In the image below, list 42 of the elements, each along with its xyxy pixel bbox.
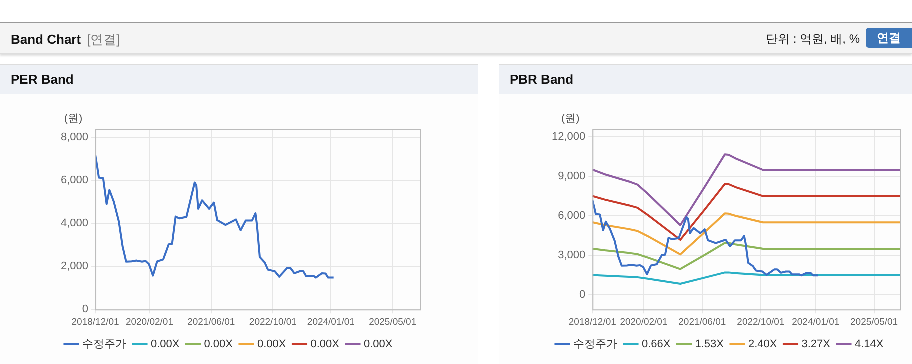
x-tick-label: 2021/06/01 (188, 316, 236, 328)
y-tick-label: 0 (82, 304, 89, 316)
toggle-button: 연결 (866, 28, 912, 48)
x-tick-label: 2018/12/01 (568, 316, 616, 328)
x-tick-label: 2022/10/01 (737, 316, 785, 328)
y-tick-label: 9,000 (558, 170, 586, 182)
y-tick-label: 3,000 (558, 250, 586, 262)
y-tick-label: 12,000 (552, 130, 586, 143)
legend-label: 0.00X (151, 338, 180, 351)
legend-label: 0.00X (310, 338, 340, 351)
chart-title: PBR Band (499, 64, 912, 94)
legend-label: 3.27X (802, 338, 832, 351)
y-tick-label: 0 (580, 289, 586, 302)
x-tick-label: 2018/12/01 (72, 316, 120, 328)
y-tick-label: 6,000 (60, 174, 89, 187)
legend-label: 수정주가 (82, 338, 126, 351)
y-tick-label: 8,000 (60, 132, 89, 144)
y-tick-label: 6,000 (558, 210, 586, 222)
y-axis-title: (원) (561, 113, 580, 126)
x-tick-label: 2024/01/01 (792, 316, 840, 328)
legend-label: 4.14X (854, 338, 884, 351)
x-tick-label: 2024/01/01 (307, 316, 355, 328)
chart-title: PER Band (0, 64, 478, 94)
legend-label: 1.53X (695, 338, 725, 351)
y-tick-label: 4,000 (60, 218, 89, 230)
x-tick-label: 2022/10/01 (249, 316, 297, 328)
x-tick-label: 2025/05/01 (850, 316, 898, 328)
legend-label: 0.00X (257, 338, 287, 351)
x-tick-label: 2020/02/01 (126, 316, 174, 328)
legend-label: 2.40X (748, 338, 778, 351)
legend-label: 수정주가 (574, 338, 618, 351)
y-axis-title: (원) (64, 113, 83, 126)
text: [연결] (87, 32, 120, 47)
text: Band Chart (11, 32, 82, 47)
text: 단위 : 억원, 배, % (766, 31, 860, 48)
x-tick-label: 2025/05/01 (369, 316, 417, 328)
legend-label: 0.66X (642, 338, 672, 351)
x-tick-label: 2020/02/01 (620, 316, 668, 328)
x-tick-label: 2021/06/01 (678, 316, 726, 328)
legend-label: 0.00X (364, 338, 394, 351)
y-tick-label: 2,000 (60, 260, 89, 273)
legend-label: 0.00X (204, 338, 234, 351)
